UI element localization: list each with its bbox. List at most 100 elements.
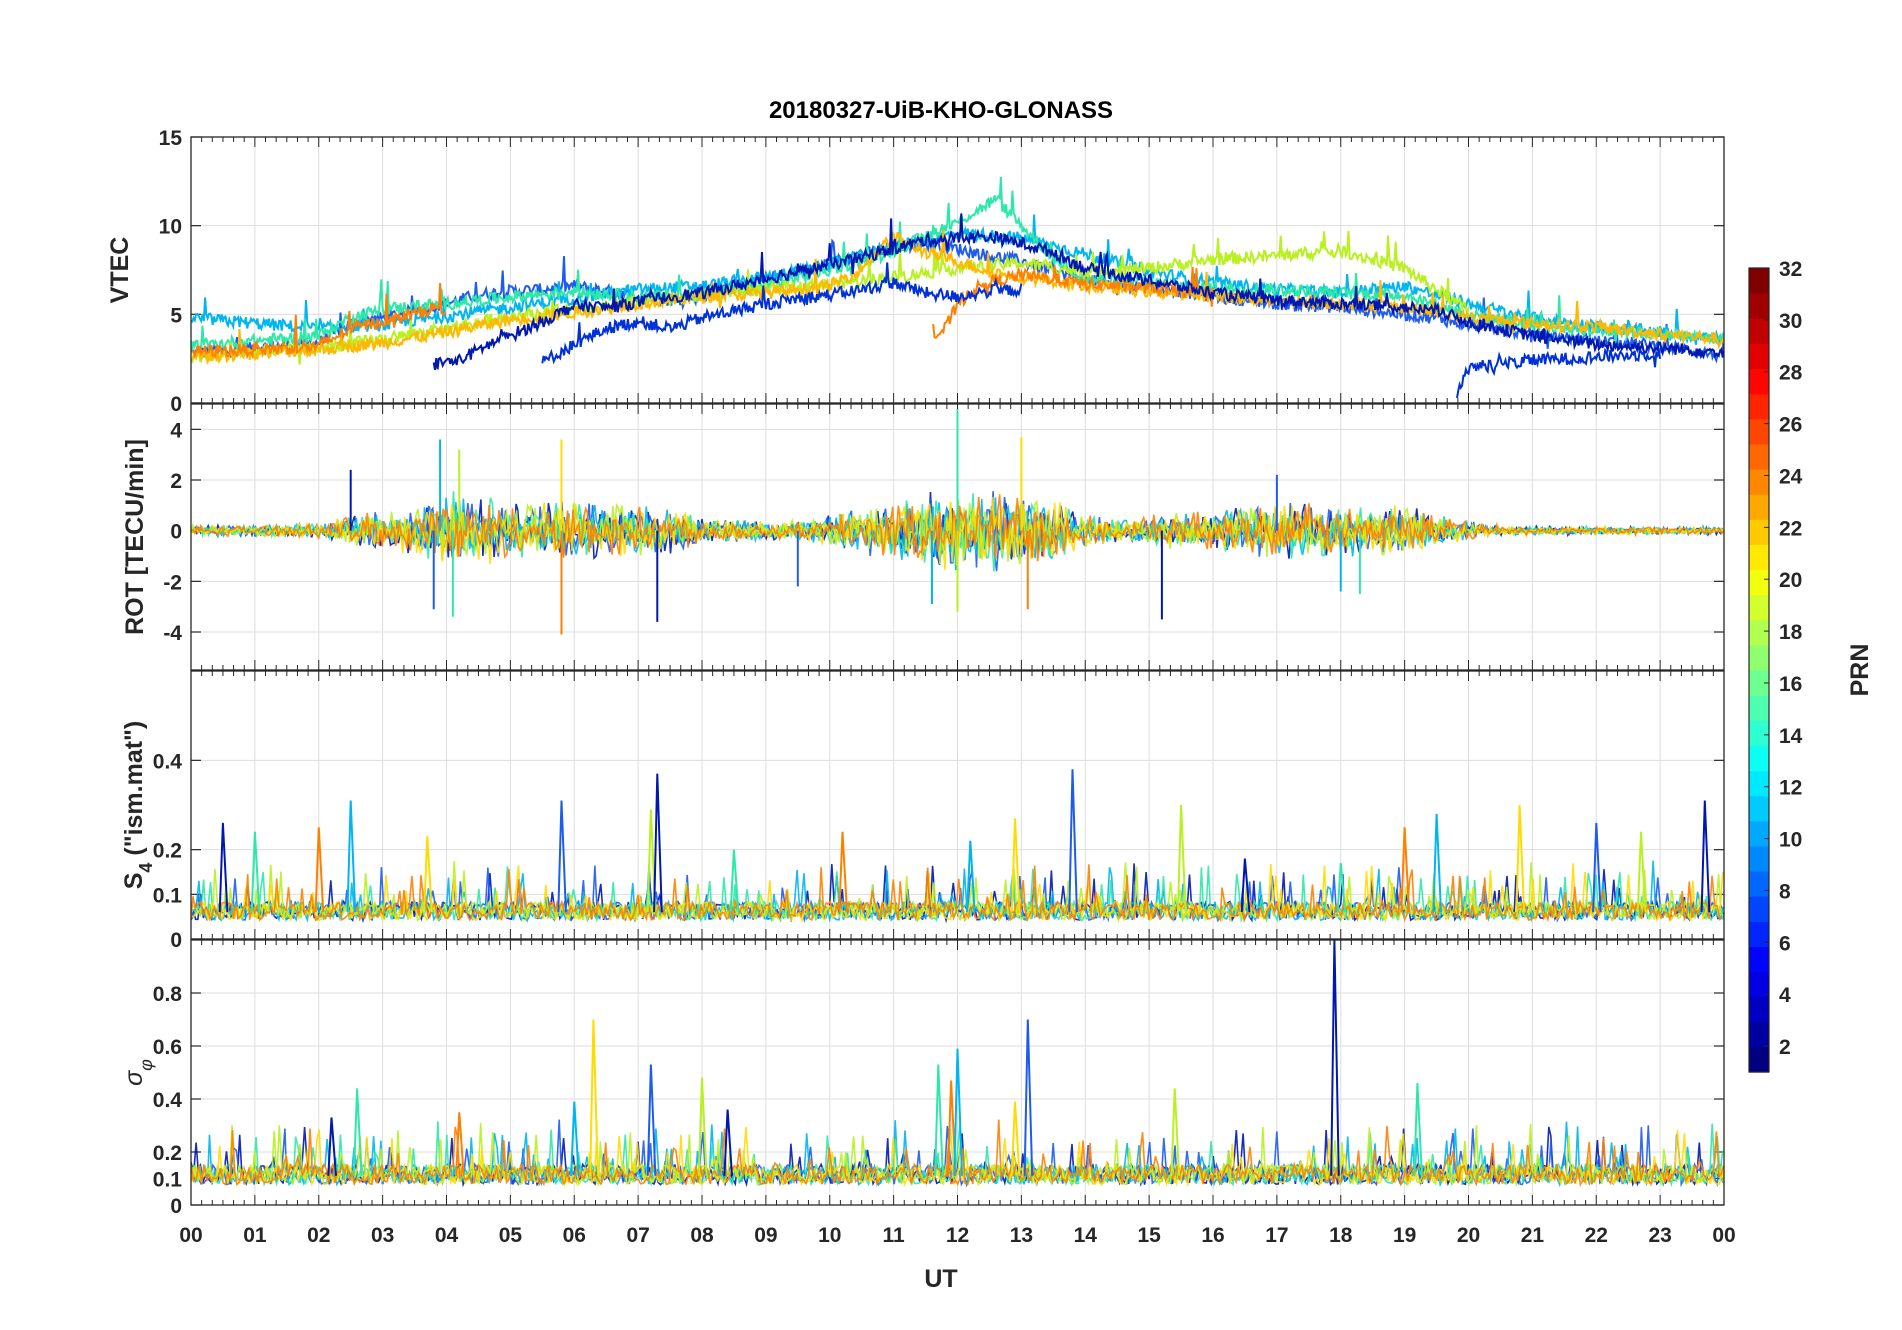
x-tick-label: 07 xyxy=(626,1224,649,1247)
colorbar-segment xyxy=(1749,268,1769,294)
axes-frame xyxy=(190,939,1725,1206)
y-tick-label: 0.4 xyxy=(153,750,183,773)
x-tick-label: 20 xyxy=(1457,1224,1480,1247)
colorbar-segment xyxy=(1749,293,1769,319)
spike xyxy=(723,1109,733,1176)
colorbar-segment xyxy=(1749,519,1769,545)
spike xyxy=(218,822,229,913)
colorbar-segment xyxy=(1749,494,1769,520)
spike xyxy=(729,849,740,913)
spike xyxy=(697,1077,708,1176)
y-axis-label: ROT [TECU/min] xyxy=(121,439,149,635)
spike xyxy=(557,800,567,913)
y-tick-label: -4 xyxy=(163,622,182,645)
spike xyxy=(1700,800,1711,913)
colorbar-tick-label: 28 xyxy=(1779,362,1803,385)
x-tick-label: 08 xyxy=(690,1224,714,1247)
spike xyxy=(1176,804,1187,913)
y-tick-label: 0 xyxy=(170,929,182,952)
colorbar-segment xyxy=(1749,443,1769,470)
spike xyxy=(346,800,357,913)
spike xyxy=(327,1117,337,1176)
x-tick-label: 10 xyxy=(818,1224,841,1247)
colorbar-segment xyxy=(1749,418,1769,445)
colorbar-tick-label: 26 xyxy=(1779,414,1802,437)
colorbar-tick-label: 24 xyxy=(1779,465,1803,488)
x-tick-label: 01 xyxy=(243,1224,267,1247)
x-tick-label: 12 xyxy=(946,1224,969,1247)
colorbar-tick-label: 20 xyxy=(1779,569,1802,592)
spike xyxy=(1592,822,1602,913)
x-tick-label: 02 xyxy=(307,1224,330,1247)
y-tick-label: 4 xyxy=(170,419,182,442)
spike xyxy=(966,840,976,913)
colorbar-segment xyxy=(1749,393,1769,420)
spike xyxy=(1336,863,1347,913)
spike xyxy=(589,1019,599,1176)
chart-title: 20180327-UiB-KHO-GLONASS xyxy=(769,97,1113,124)
panel-rot: -4 -2 0 2 4 ROT [TECU/min] xyxy=(121,403,1725,671)
panel-data xyxy=(191,769,1724,924)
x-tick-label: 14 xyxy=(1074,1224,1098,1247)
spike xyxy=(1330,940,1340,1176)
spike xyxy=(1515,804,1526,913)
spike xyxy=(1636,831,1647,913)
panel-s4: 0 0.1 0.2 0.4S4 ("ism.mat") xyxy=(120,670,1725,952)
x-tick-label: 00 xyxy=(179,1224,202,1247)
y-tick-label: 0.6 xyxy=(153,1036,182,1059)
x-tick-label: 17 xyxy=(1265,1224,1288,1247)
colorbar-segment xyxy=(1749,845,1769,872)
x-tick-label: 04 xyxy=(435,1224,459,1247)
x-tick-label: 00 xyxy=(1712,1224,1735,1247)
spike xyxy=(1010,818,1021,913)
spike xyxy=(1400,827,1411,913)
colorbar-tick-label: 10 xyxy=(1779,829,1802,852)
spike xyxy=(455,1112,465,1176)
panel-data xyxy=(191,940,1724,1188)
colorbar-segment xyxy=(1749,644,1769,671)
spike xyxy=(653,773,663,913)
y-axis-label: σφ xyxy=(120,1059,156,1086)
trace xyxy=(191,1119,1724,1187)
colorbar-segment xyxy=(1749,670,1769,696)
x-tick-label: 23 xyxy=(1648,1224,1671,1247)
colorbar-segment xyxy=(1749,745,1769,772)
y-tick-label: -2 xyxy=(163,571,182,594)
panel-sigma: 0 0.1 0.2 0.4 0.6 0.8 σφ xyxy=(120,939,1725,1218)
colorbar-tick-label: 16 xyxy=(1779,673,1802,696)
colorbar-tick-label: 4 xyxy=(1779,984,1791,1007)
x-tick-label: 22 xyxy=(1585,1224,1608,1247)
y-tick-label: 0.2 xyxy=(153,840,182,863)
spike xyxy=(838,831,848,913)
x-tick-label: 05 xyxy=(499,1224,523,1247)
colorbar-segment xyxy=(1749,971,1769,998)
y-tick-label: 10 xyxy=(159,216,182,239)
spike xyxy=(646,1064,657,1176)
spike xyxy=(352,1088,363,1176)
axes-frame xyxy=(190,136,1725,404)
panel-data xyxy=(191,176,1724,399)
spike xyxy=(1010,1101,1021,1176)
x-tick-label: 21 xyxy=(1521,1224,1545,1247)
y-axis-label: VTEC xyxy=(106,237,134,304)
x-tick-label: 15 xyxy=(1137,1224,1161,1247)
trace xyxy=(191,863,1724,924)
y-tick-label: 0 xyxy=(170,393,182,416)
spike xyxy=(1240,858,1251,913)
spike xyxy=(1068,769,1078,913)
colorbar-label: PRN xyxy=(1846,644,1874,697)
y-axis-label: S4 ("ism.mat") xyxy=(120,721,156,890)
spike xyxy=(953,1048,963,1176)
colorbar-tick-label: 22 xyxy=(1779,517,1802,540)
trace xyxy=(191,864,1723,923)
x-tick-label: 19 xyxy=(1393,1224,1416,1247)
series-line-prn-22 xyxy=(191,229,1724,366)
y-tick-label: 0.4 xyxy=(153,1089,183,1112)
x-tick-label: 06 xyxy=(563,1224,586,1247)
colorbar-tick-label: 12 xyxy=(1779,777,1802,800)
x-tick-label: 11 xyxy=(883,1224,906,1247)
colorbar-tick-label: 30 xyxy=(1779,310,1802,333)
colorbar-segment xyxy=(1749,871,1769,897)
